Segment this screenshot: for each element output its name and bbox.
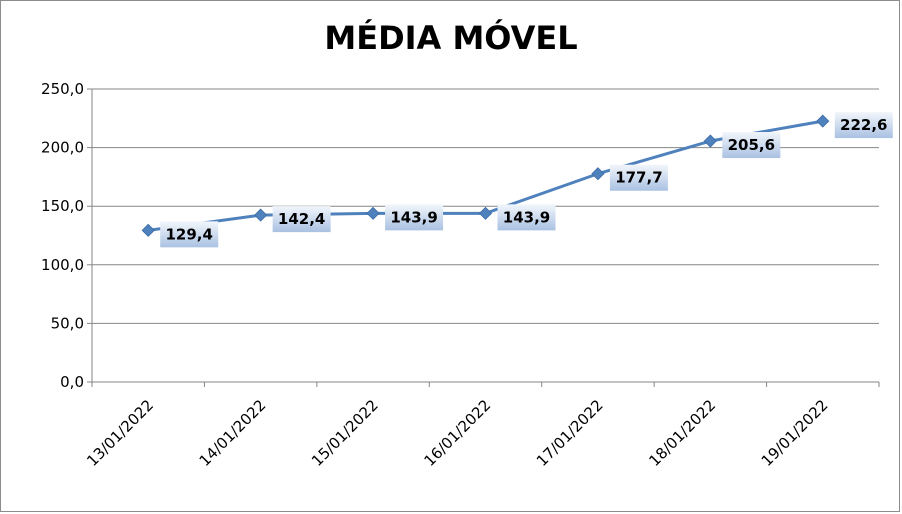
data-label: 177,7	[609, 164, 668, 191]
data-point	[816, 114, 830, 128]
y-tick-label: 150,0	[41, 197, 84, 215]
data-point	[141, 223, 155, 237]
data-label: 143,9	[385, 204, 444, 231]
data-label: 142,4	[272, 206, 331, 233]
y-tick-label: 100,0	[41, 256, 84, 274]
data-label: 205,6	[722, 132, 781, 159]
y-tick-label: 0,0	[60, 373, 84, 391]
data-label-box	[609, 164, 668, 191]
x-tick-labels: 13/01/2022 14/01/2022 15/01/2022 16/01/2022…	[83, 396, 831, 470]
chart-title: MÉDIA MÓVEL	[324, 19, 578, 57]
x-tick-label: 19/01/2022	[758, 396, 832, 470]
data-label-box	[272, 206, 331, 233]
data-label-text: 142,4	[278, 210, 325, 228]
data-point	[591, 167, 605, 181]
x-tick-label: 14/01/2022	[196, 396, 270, 470]
data-label-box	[834, 112, 893, 139]
axes	[87, 88, 880, 387]
x-tick-label: 13/01/2022	[83, 396, 157, 470]
data-point	[366, 206, 380, 220]
x-tick-label: 15/01/2022	[308, 396, 382, 470]
x-tick-label: 17/01/2022	[533, 396, 607, 470]
y-tick-label: 200,0	[41, 139, 84, 157]
data-label-box	[160, 221, 219, 248]
data-label: 143,9	[497, 204, 556, 231]
data-label-text: 205,6	[728, 136, 775, 154]
data-point	[478, 206, 493, 220]
y-tick-label: 50,0	[51, 314, 84, 332]
y-tick-label: 250,0	[41, 80, 84, 98]
data-labels: 129,4 142,4 143,9 143,9 177,7 205,6 222,6	[160, 112, 893, 248]
x-tick-label: 16/01/2022	[420, 396, 494, 470]
data-point	[703, 134, 717, 148]
data-point	[254, 208, 268, 222]
data-label: 129,4	[160, 221, 219, 248]
data-label-text: 177,7	[615, 169, 662, 187]
series-markers	[141, 114, 830, 237]
data-label-box	[722, 132, 781, 159]
data-label-box	[497, 204, 556, 231]
data-label-box	[385, 204, 444, 231]
data-label-text: 143,9	[390, 208, 437, 226]
data-label-text: 222,6	[840, 116, 887, 134]
data-label-text: 129,4	[165, 225, 212, 243]
y-tick-labels: 0,0 50,0 100,0 150,0 200,0 250,0	[41, 80, 84, 391]
gridlines	[92, 88, 879, 324]
data-label: 222,6	[834, 112, 893, 139]
x-tick-label: 18/01/2022	[645, 396, 719, 470]
data-label-text: 143,9	[503, 208, 550, 226]
